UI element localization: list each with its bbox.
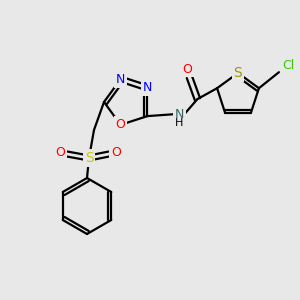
Text: O: O	[116, 118, 125, 131]
Text: H: H	[175, 118, 184, 128]
Text: S: S	[85, 151, 93, 165]
Text: O: O	[55, 146, 65, 160]
Text: O: O	[111, 146, 121, 160]
Text: S: S	[234, 66, 242, 80]
Text: N: N	[175, 108, 184, 121]
Text: Cl: Cl	[282, 59, 294, 72]
Text: O: O	[182, 63, 192, 76]
Text: N: N	[143, 81, 152, 94]
Text: N: N	[116, 73, 125, 86]
